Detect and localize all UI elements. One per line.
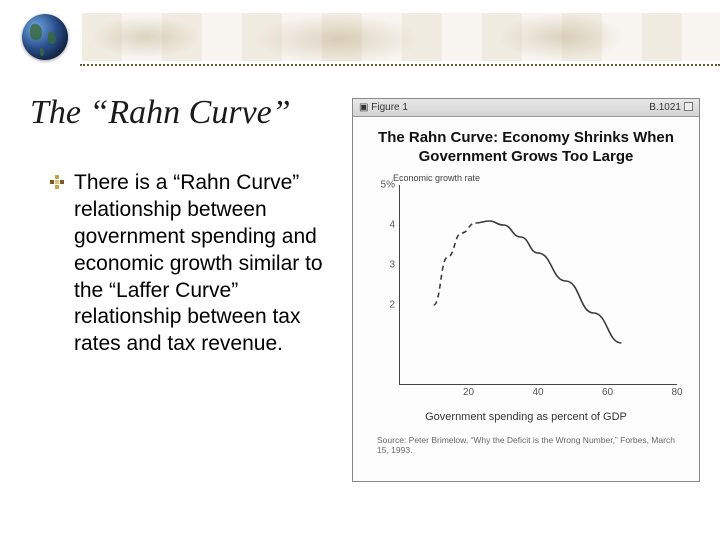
chart-wrap: The Rahn Curve: Economy Shrinks When Gov…	[353, 117, 699, 463]
figure-box: ▣ Figure 1 B.1021 The Rahn Curve: Econom…	[352, 98, 700, 482]
chart-x-axis-label: Government spending as percent of GDP	[373, 411, 679, 423]
curve-svg	[399, 185, 677, 385]
minimize-icon	[684, 102, 693, 111]
divider-dotted	[80, 64, 720, 66]
x-axis-ticks: 20406080	[399, 387, 677, 405]
figure-column: ▣ Figure 1 B.1021 The Rahn Curve: Econom…	[352, 170, 700, 520]
text-column: There is a “Rahn Curve” relationship bet…	[50, 170, 338, 520]
slide-title: The “Rahn Curve”	[30, 94, 291, 132]
figure-window-label: ▣ Figure 1	[359, 102, 408, 113]
header-band	[0, 8, 720, 66]
chart-source: Source: Peter Brimelow, “Why the Deficit…	[373, 435, 679, 455]
map-strip	[82, 13, 720, 61]
chart-title: The Rahn Curve: Economy Shrinks When Gov…	[373, 129, 679, 167]
figure-window-code: B.1021	[649, 102, 681, 113]
bullet-text: There is a “Rahn Curve” relationship bet…	[74, 170, 338, 358]
bullet-item: There is a “Rahn Curve” relationship bet…	[50, 170, 338, 358]
globe-icon	[22, 14, 68, 60]
figure-titlebar: ▣ Figure 1 B.1021	[353, 99, 699, 117]
y-axis-ticks: 5%234	[377, 185, 399, 385]
plot-area: 5%234 20406080	[377, 185, 677, 405]
chart-y-axis-label: Economic growth rate	[393, 173, 679, 183]
body-area: There is a “Rahn Curve” relationship bet…	[50, 170, 700, 520]
bullet-icon	[50, 175, 64, 189]
